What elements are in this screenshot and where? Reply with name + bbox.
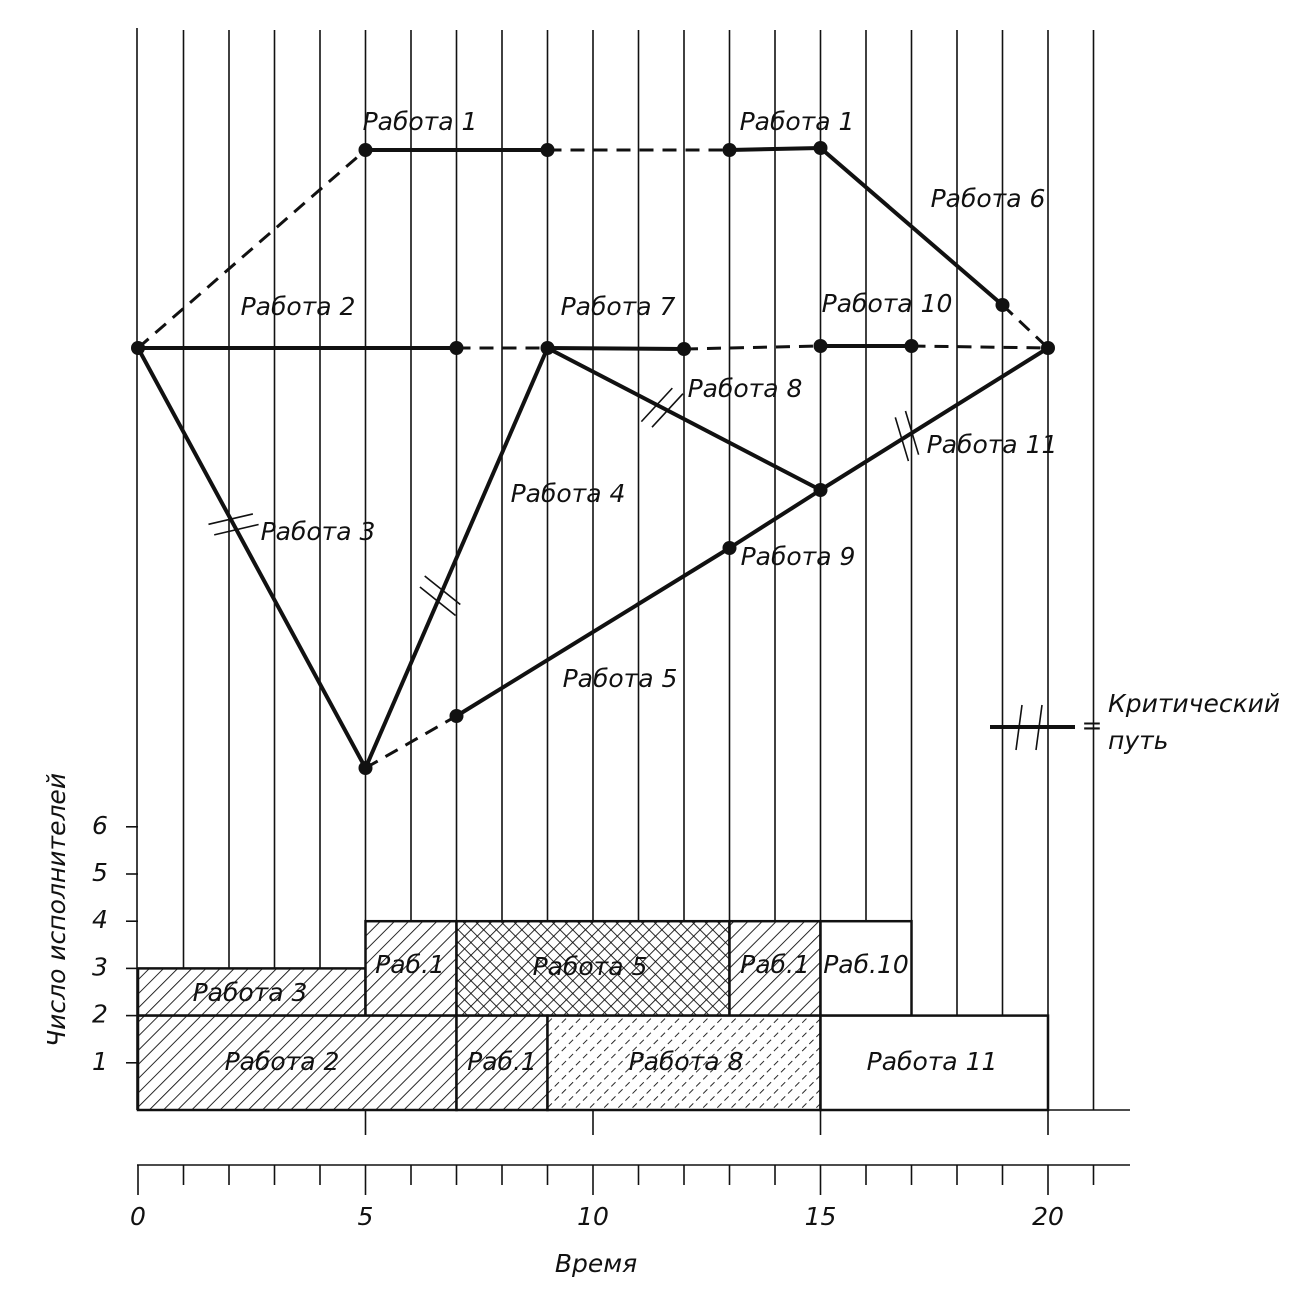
block-label: Работа 11 <box>867 1047 998 1076</box>
node <box>813 483 828 497</box>
edge-label: Работа 10 <box>822 289 953 318</box>
block-label: Раб.1 <box>467 1047 537 1076</box>
y-tick-label: 2 <box>92 1000 108 1029</box>
edge-label: Работа 7 <box>561 292 676 321</box>
node <box>813 339 828 353</box>
edge <box>729 146 821 152</box>
legend-symbol: = <box>1082 711 1103 740</box>
critical-tick <box>904 410 920 455</box>
block-label: Раб.1 <box>375 950 445 979</box>
edge-label: Работа 9 <box>741 542 856 571</box>
edge <box>137 148 367 350</box>
histogram-block <box>455 1014 549 1112</box>
histogram-block <box>364 919 458 1017</box>
edge <box>728 488 822 550</box>
x-tick-label: 20 <box>1032 1202 1064 1231</box>
y-tick-label: 1 <box>92 1047 108 1076</box>
critical-tick <box>651 393 684 428</box>
critical-tick <box>419 586 457 617</box>
node <box>358 143 373 157</box>
node <box>449 709 464 723</box>
legend-label: Критический <box>1108 689 1280 718</box>
x-tick-label: 0 <box>130 1202 146 1231</box>
edge <box>683 344 821 351</box>
node <box>722 541 737 555</box>
node <box>131 341 145 355</box>
edge-label: Работа 5 <box>563 664 678 693</box>
edge-label: Работа 4 <box>511 479 626 508</box>
edge-label: Работа 6 <box>931 184 1046 213</box>
x-tick-label: 10 <box>577 1202 609 1231</box>
edge-label: Работа 2 <box>241 292 356 321</box>
histogram-block <box>546 1014 822 1112</box>
node <box>540 341 555 355</box>
node <box>813 141 828 155</box>
legend-tick <box>1035 704 1043 751</box>
y-tick-label: 5 <box>92 858 108 887</box>
critical-tick <box>640 387 673 423</box>
legend-tick <box>1015 704 1023 751</box>
node <box>449 341 464 355</box>
histogram-block <box>819 1014 1050 1112</box>
block-label: Работа 5 <box>533 952 648 981</box>
edge <box>136 347 368 769</box>
y-tick-label: 4 <box>92 905 108 934</box>
labels: Работа 1 Работа 1 Работа 6 Работа 2 Рабо… <box>42 107 1280 1278</box>
x-axis-title: Время <box>555 1249 637 1278</box>
block-label: Раб.10 <box>823 950 909 979</box>
block-label: Работа 2 <box>225 1047 340 1076</box>
x-tick-label: 15 <box>805 1202 837 1231</box>
edge <box>911 344 1049 350</box>
critical-tick <box>214 523 259 536</box>
edge-label: Работа 1 <box>363 107 478 136</box>
critical-tick <box>208 513 254 526</box>
node <box>995 298 1010 312</box>
block-label: Работа 8 <box>629 1047 744 1076</box>
y-axis-title: Число исполнителей <box>42 773 71 1047</box>
histogram-block <box>819 919 913 1017</box>
edge <box>455 546 731 718</box>
y-tick-label: 6 <box>92 811 108 840</box>
edge <box>819 146 1004 307</box>
edge <box>363 347 550 769</box>
node <box>540 143 555 157</box>
node <box>1041 341 1055 355</box>
edge <box>364 714 458 770</box>
edge-label: Работа 8 <box>688 374 803 403</box>
edge-label: Работа 11 <box>927 430 1058 459</box>
y-tick-label: 3 <box>92 952 108 981</box>
histogram <box>136 919 1050 1112</box>
x-tick-label: 5 <box>358 1202 374 1231</box>
node <box>904 339 919 353</box>
node <box>677 342 691 356</box>
block-label: Раб.1 <box>740 950 810 979</box>
node <box>722 143 737 157</box>
legend-label: путь <box>1108 726 1168 755</box>
edge <box>819 346 1050 492</box>
block-label: Работа 3 <box>193 978 308 1007</box>
histogram-block <box>136 1014 458 1112</box>
edge-label: Работа 1 <box>740 107 855 136</box>
edge <box>547 346 685 351</box>
edge <box>546 346 822 492</box>
critical-tick <box>894 417 910 462</box>
edge-label: Работа 3 <box>261 517 376 546</box>
edge <box>1001 303 1050 350</box>
critical-tick <box>424 575 461 606</box>
network <box>131 141 1055 775</box>
node <box>358 761 373 775</box>
